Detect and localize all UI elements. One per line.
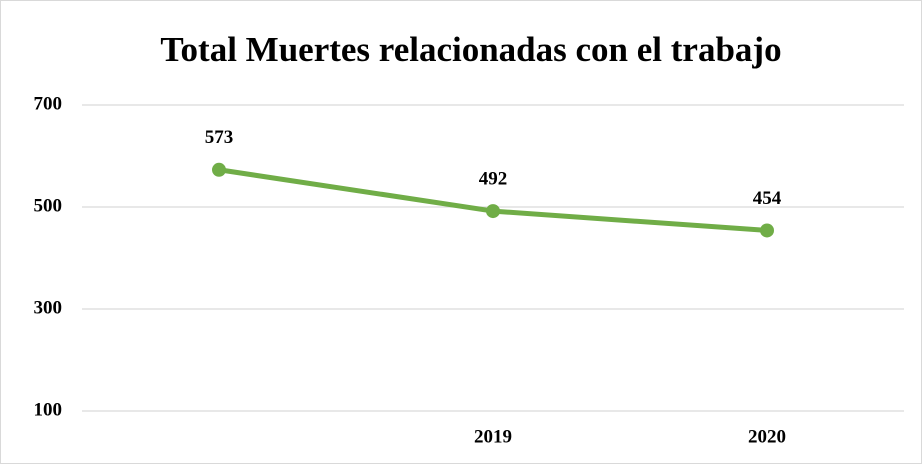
y-tick-label: 100	[34, 399, 63, 420]
data-label: 454	[753, 188, 782, 209]
chart-title: Total Muertes relacionadas con el trabaj…	[160, 30, 781, 69]
x-tick-label: 2020	[748, 426, 786, 447]
x-tick-label: 2019	[474, 426, 512, 447]
y-tick-label: 500	[34, 195, 63, 216]
data-label: 492	[479, 168, 508, 189]
marker	[486, 204, 500, 219]
data-label: 573	[205, 127, 234, 148]
y-tick-label: 300	[34, 297, 63, 318]
marker	[760, 223, 774, 238]
marker	[212, 162, 226, 177]
y-tick-label: 700	[34, 93, 63, 114]
